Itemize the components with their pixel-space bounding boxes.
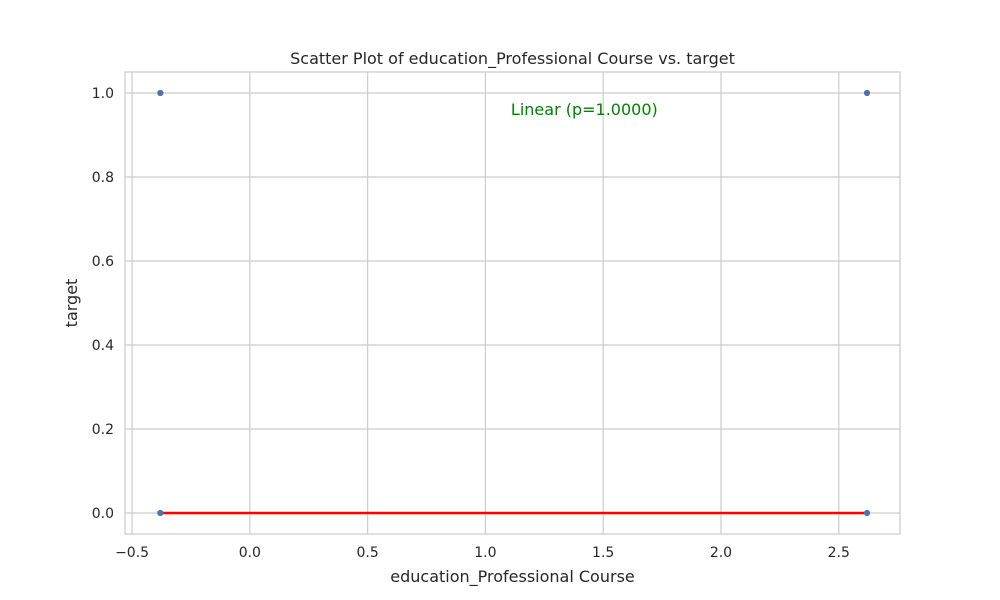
data-series <box>157 89 871 517</box>
y-axis-label: target <box>62 279 81 328</box>
x-tick-label: 0.5 <box>356 545 378 561</box>
y-tick-label: 0.0 <box>92 506 114 522</box>
scatter-point <box>863 89 871 97</box>
x-tick-label: 0.0 <box>239 545 261 561</box>
y-tick-label: 0.2 <box>92 422 114 438</box>
y-axis-ticks: 0.0 0.2 0.4 0.6 0.8 1.0 <box>92 86 114 522</box>
x-axis-label: education_Professional Course <box>390 567 635 587</box>
x-tick-label: 2.0 <box>710 545 732 561</box>
plot-area <box>125 72 900 534</box>
plot-frame <box>124 71 901 535</box>
fit-annotation: Linear (p=1.0000) <box>511 100 658 119</box>
y-tick-label: 0.8 <box>92 170 114 186</box>
scatter-point <box>863 509 871 517</box>
y-tick-label: 1.0 <box>92 86 114 102</box>
chart-title: Scatter Plot of education_Professional C… <box>290 49 735 69</box>
scatter-point <box>157 509 164 517</box>
x-tick-label: 1.0 <box>474 545 496 561</box>
x-axis-ticks: −0.5 0.0 0.5 1.0 1.5 2.0 2.5 <box>115 545 850 561</box>
scatter-point <box>157 89 164 97</box>
x-tick-label: 2.5 <box>828 545 850 561</box>
y-tick-label: 0.4 <box>92 338 114 354</box>
y-tick-label: 0.6 <box>92 254 114 270</box>
x-tick-label: 1.5 <box>592 545 614 561</box>
x-tick-label: −0.5 <box>115 545 149 561</box>
